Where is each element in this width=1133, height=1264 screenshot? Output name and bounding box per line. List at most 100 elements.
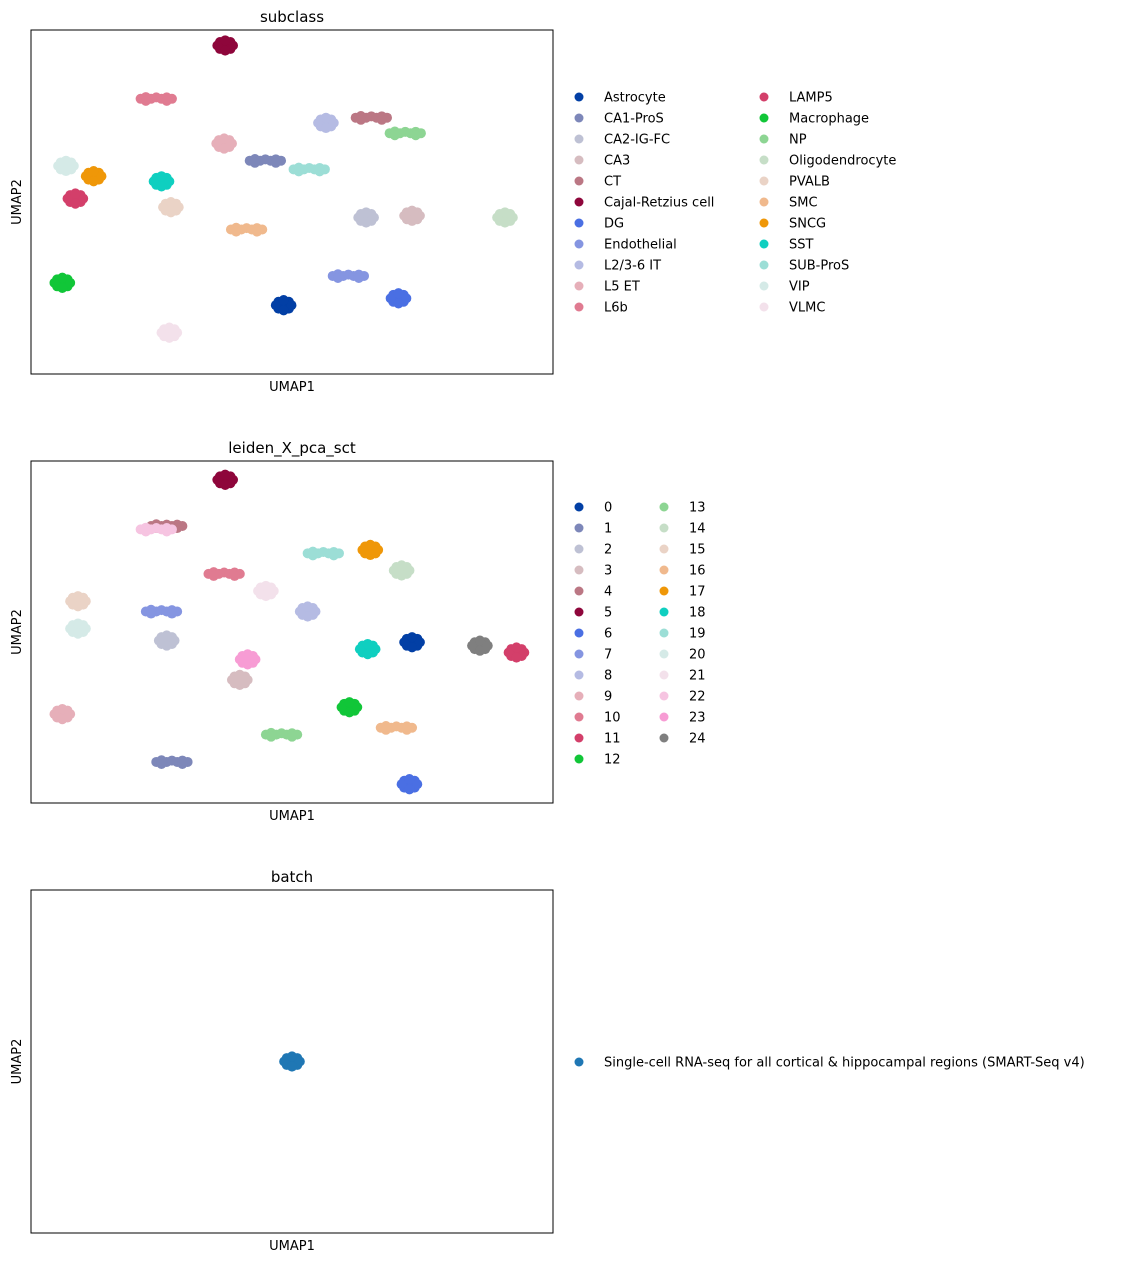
data-point [228, 474, 239, 485]
data-point [401, 724, 412, 735]
legend-label: CT [604, 175, 621, 190]
data-point [401, 293, 412, 304]
data-point [344, 697, 355, 708]
data-point [165, 207, 176, 218]
data-point [140, 95, 151, 106]
legend-item: 10 [574, 711, 621, 726]
legend-marker [574, 197, 584, 207]
legend-marker [659, 670, 669, 680]
legend-marker [759, 218, 769, 228]
data-point [270, 157, 281, 168]
data-point [212, 40, 223, 51]
legend-item: 23 [659, 711, 706, 726]
legend-label: 1 [604, 522, 612, 537]
data-point [507, 212, 518, 223]
data-point [211, 138, 222, 149]
legend-label: Endothelial [604, 238, 677, 253]
legend-label: SMC [789, 196, 818, 211]
legend-label: 12 [604, 753, 621, 768]
data-point [72, 591, 83, 602]
data-point [219, 133, 230, 144]
data-point [270, 300, 281, 311]
legend-marker [574, 670, 584, 680]
data-point [231, 226, 242, 237]
data-point [242, 649, 253, 660]
data-point [57, 703, 68, 714]
legend-marker [574, 281, 584, 291]
data-point [220, 35, 231, 46]
data-point [60, 166, 71, 177]
data-point [165, 197, 176, 207]
data-point [229, 570, 240, 581]
chart-title: batch [271, 868, 313, 886]
data-point [355, 114, 366, 125]
legend-marker [659, 502, 669, 512]
data-point [393, 288, 404, 299]
data-point [253, 585, 264, 596]
data-point [161, 630, 172, 641]
legend-marker [574, 176, 584, 186]
legend-item: CA2-IG-FC [574, 133, 670, 148]
legend-label: SNCG [789, 217, 826, 232]
legend-marker [574, 134, 584, 144]
points [49, 35, 518, 343]
data-point [78, 193, 89, 204]
legend-label: CA1-ProS [604, 112, 664, 127]
data-point [65, 709, 76, 720]
data-point [88, 166, 99, 177]
legend-label: Astrocyte [604, 91, 666, 106]
data-point [499, 207, 510, 218]
data-point [482, 640, 493, 651]
data-point [164, 322, 175, 333]
data-point [328, 117, 339, 128]
data-point [407, 205, 418, 216]
data-point [388, 565, 399, 576]
legend-item: 2 [574, 543, 612, 558]
data-point [344, 707, 355, 718]
legend-label: PVALB [789, 175, 830, 190]
data-point [389, 130, 400, 141]
data-point [212, 474, 223, 485]
data-point [393, 298, 404, 309]
legend-item: SMC [759, 196, 818, 211]
legend-label: Single-cell RNA-seq for all cortical & h… [604, 1056, 1085, 1071]
data-point [153, 635, 164, 646]
data-point [49, 709, 60, 720]
legend-label: 5 [604, 606, 612, 621]
legend-label: 15 [689, 543, 706, 558]
data-point [279, 1056, 290, 1067]
legend-item: 6 [574, 627, 612, 642]
legend-marker [574, 607, 584, 617]
data-point [80, 623, 91, 634]
legend-item: 15 [659, 543, 706, 558]
data-point [72, 628, 83, 639]
legend-label: 2 [604, 543, 612, 558]
data-point [336, 702, 347, 713]
legend-item: PVALB [759, 175, 830, 190]
data-point [353, 273, 364, 284]
data-point [260, 591, 271, 602]
data-point [370, 644, 381, 655]
data-point [357, 544, 368, 555]
legend-marker [659, 523, 669, 533]
legend-label: VLMC [789, 301, 825, 316]
points [49, 469, 530, 795]
data-point [96, 171, 107, 182]
legend-marker [759, 176, 769, 186]
data-point [302, 611, 313, 622]
legend-marker [759, 302, 769, 312]
legend-item: Astrocyte [574, 91, 666, 106]
legend-marker [574, 691, 584, 701]
axes-frame [30, 889, 554, 1234]
data-point [220, 469, 231, 480]
data-point [146, 608, 157, 619]
chart-title: subclass [260, 8, 324, 26]
legend: Single-cell RNA-seq for all cortical & h… [574, 1056, 1085, 1071]
legend-label: VIP [789, 280, 810, 295]
data-point [287, 731, 297, 742]
legend-label: 0 [604, 501, 612, 516]
legend-item: Endothelial [574, 238, 677, 253]
data-point [268, 585, 279, 596]
data-point [173, 202, 184, 213]
legend-label: 19 [689, 627, 706, 642]
